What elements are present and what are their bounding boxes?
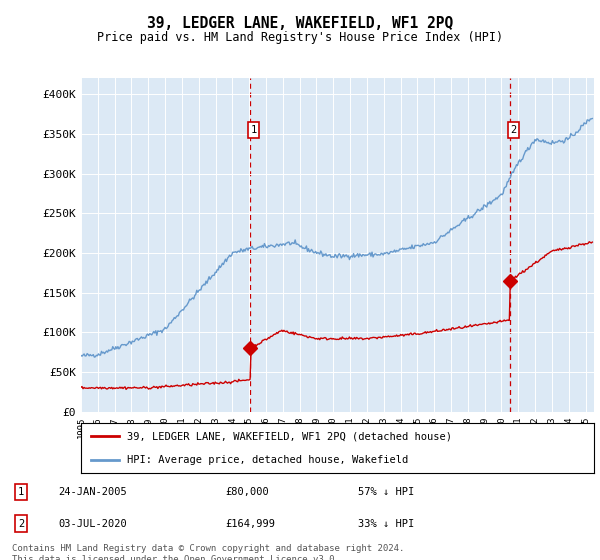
Text: 24-JAN-2005: 24-JAN-2005 — [58, 487, 127, 497]
Text: 2: 2 — [18, 519, 24, 529]
Text: £80,000: £80,000 — [225, 487, 269, 497]
Text: £164,999: £164,999 — [225, 519, 275, 529]
Text: 39, LEDGER LANE, WAKEFIELD, WF1 2PQ: 39, LEDGER LANE, WAKEFIELD, WF1 2PQ — [147, 16, 453, 31]
Text: 03-JUL-2020: 03-JUL-2020 — [58, 519, 127, 529]
Text: 57% ↓ HPI: 57% ↓ HPI — [358, 487, 414, 497]
Text: 2: 2 — [510, 125, 517, 135]
Text: 33% ↓ HPI: 33% ↓ HPI — [358, 519, 414, 529]
Text: Price paid vs. HM Land Registry's House Price Index (HPI): Price paid vs. HM Land Registry's House … — [97, 31, 503, 44]
Text: 1: 1 — [18, 487, 24, 497]
Text: HPI: Average price, detached house, Wakefield: HPI: Average price, detached house, Wake… — [127, 455, 409, 465]
Text: 39, LEDGER LANE, WAKEFIELD, WF1 2PQ (detached house): 39, LEDGER LANE, WAKEFIELD, WF1 2PQ (det… — [127, 431, 452, 441]
Text: Contains HM Land Registry data © Crown copyright and database right 2024.
This d: Contains HM Land Registry data © Crown c… — [12, 544, 404, 560]
Text: 1: 1 — [251, 125, 257, 135]
